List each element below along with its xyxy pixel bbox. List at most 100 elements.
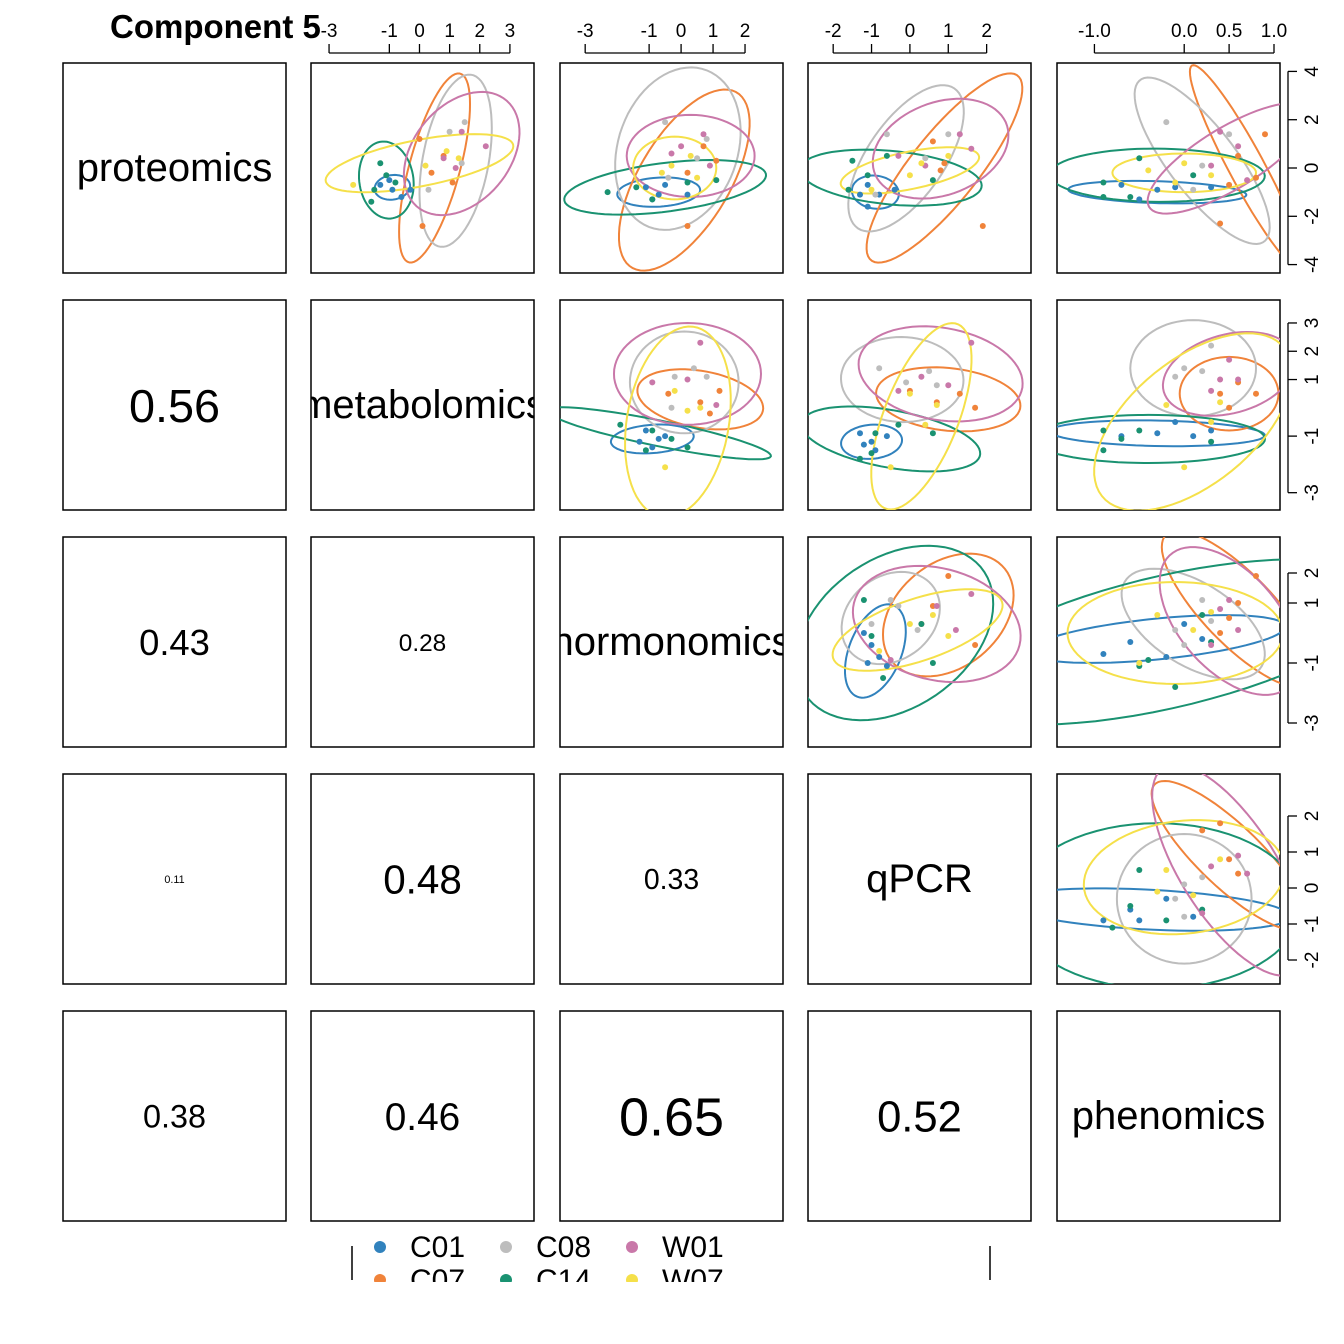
ellipse-c01: [840, 423, 903, 460]
top-axis-tick-label: 0: [414, 21, 425, 42]
point-c01: [868, 642, 875, 648]
point-w07: [906, 621, 913, 627]
point-c14: [1100, 427, 1107, 434]
point-c14: [1100, 179, 1107, 186]
point-c08: [895, 603, 902, 609]
point-w07: [422, 162, 429, 169]
point-c01: [1118, 181, 1125, 188]
ellipse-w07: [1111, 152, 1258, 194]
top-axis-tick-label: 0.0: [1171, 21, 1197, 42]
ellipse-w07: [870, 322, 973, 510]
legend-label-c01: C01: [410, 1231, 465, 1264]
point-c08: [1199, 597, 1206, 603]
point-c14: [649, 196, 656, 203]
point-c01: [860, 441, 867, 448]
point-c14: [684, 179, 691, 186]
point-c01: [1172, 419, 1179, 425]
point-c08: [887, 597, 894, 603]
point-c08: [1199, 368, 1206, 375]
point-c08: [662, 119, 669, 126]
point-c08: [668, 404, 675, 411]
point-c14: [1163, 917, 1170, 924]
panel-qPCR-hormonomics: [559, 773, 784, 985]
point-w01: [1226, 356, 1233, 363]
scatter-proteomics-vs-hormonomics: [563, 66, 768, 272]
scatter-metabolomics-vs-hormonomics: [560, 321, 772, 510]
point-w01: [1217, 128, 1224, 135]
point-c07: [1235, 600, 1242, 606]
scatter-metabolomics-vs-qPCR: [808, 322, 1024, 510]
point-c01: [883, 433, 890, 440]
ellipse-c08: [1115, 832, 1253, 965]
point-c07: [449, 179, 456, 186]
correlation-value: 0.38: [143, 1099, 206, 1135]
point-c07: [1226, 404, 1233, 411]
point-c01: [649, 444, 656, 451]
legend-swatch-c01: [374, 1241, 386, 1253]
point-c08: [1172, 895, 1179, 902]
point-c08: [945, 131, 952, 138]
panel-hormonomics-metabolomics: [310, 536, 535, 748]
point-c14: [617, 421, 624, 428]
point-c14: [864, 172, 871, 179]
point-c07: [1253, 174, 1259, 181]
point-c08: [1226, 131, 1233, 138]
point-c01: [1154, 186, 1161, 193]
panel-qPCR-proteomics: [62, 773, 287, 985]
point-c14: [860, 597, 867, 603]
point-c01: [398, 194, 405, 200]
point-c08: [926, 368, 933, 375]
point-c14: [872, 430, 879, 437]
point-w07: [1136, 660, 1143, 666]
point-c07: [1253, 573, 1259, 579]
chart-title: Component 5: [110, 8, 321, 45]
point-c08: [1190, 186, 1197, 193]
legend-swatch-w07: [626, 1274, 638, 1282]
point-c08: [868, 621, 875, 627]
top-axis-tick-label: 2: [981, 21, 992, 42]
point-c01: [1190, 913, 1197, 920]
top-axis-tick-label: 0: [905, 21, 916, 42]
panel-hormonomics-proteomics: [62, 536, 287, 748]
ellipse-w01: [851, 564, 1022, 684]
point-w07: [922, 421, 929, 428]
top-axis-tick-label: 1: [708, 21, 719, 42]
legend-swatch-c14: [500, 1274, 512, 1282]
top-axis-tick-label: 0.5: [1216, 21, 1242, 42]
panel-proteomics-phenomics: [1056, 62, 1281, 274]
point-c14: [371, 186, 378, 193]
ellipse-c08: [1120, 567, 1266, 681]
point-c08: [425, 186, 432, 193]
point-w01: [1235, 376, 1242, 383]
point-c01: [883, 663, 890, 669]
point-w07: [1163, 402, 1170, 408]
point-c14: [868, 450, 875, 457]
ellipse-c08: [840, 570, 941, 666]
point-w07: [443, 148, 450, 155]
point-c14: [633, 184, 640, 191]
point-c01: [860, 630, 867, 636]
point-w07: [1217, 399, 1224, 406]
legend-label-w01: W01: [662, 1231, 724, 1264]
ellipse-c07: [1178, 355, 1280, 432]
point-w07: [1163, 867, 1170, 873]
point-c14: [929, 660, 936, 666]
top-axis-tick-label: 1.0: [1261, 21, 1287, 42]
point-w07: [1217, 856, 1224, 863]
legend-label-w07: W07: [662, 1264, 724, 1297]
right-axis-tick-label: -3: [1302, 715, 1323, 732]
point-c07: [972, 642, 979, 648]
panel-phenomics-qPCR: [807, 1010, 1032, 1222]
point-c07: [713, 157, 720, 164]
ellipse-c07: [636, 368, 765, 431]
point-w01: [918, 373, 925, 380]
point-c07: [956, 390, 963, 397]
point-w01: [482, 143, 489, 150]
point-c07: [1235, 152, 1242, 159]
point-c07: [1253, 390, 1259, 397]
point-c08: [1199, 874, 1206, 881]
top-axis-tick-label: -2: [825, 21, 842, 42]
point-c07: [1217, 630, 1224, 636]
point-c14: [1100, 447, 1107, 454]
